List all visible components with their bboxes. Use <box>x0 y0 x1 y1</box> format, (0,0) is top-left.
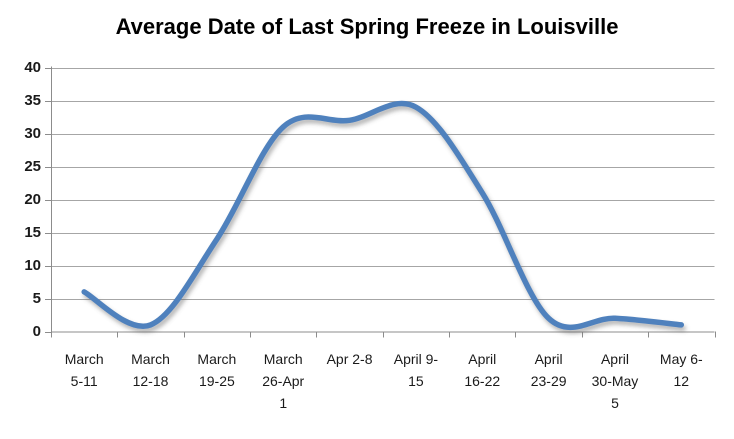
y-axis-label: 40 <box>24 58 41 76</box>
y-axis-label: 10 <box>24 256 41 274</box>
y-axis-label: 15 <box>24 223 41 241</box>
y-axis-label: 30 <box>24 124 41 142</box>
x-axis-label: April 23-29 <box>530 351 567 389</box>
x-axis-label: April 30-May 5 <box>591 351 639 411</box>
data-line-series <box>81 100 685 331</box>
x-axis-label: May 6- 12 <box>659 351 703 389</box>
x-axis-label: March 5-11 <box>64 351 104 389</box>
freeze-frequency-line <box>81 100 685 331</box>
axes <box>45 66 716 338</box>
y-axis-label: 5 <box>32 289 41 307</box>
gridlines <box>51 68 715 300</box>
y-axis-label: 0 <box>32 322 41 340</box>
x-axis-label: March 19-25 <box>197 351 237 389</box>
y-axis-label: 35 <box>24 91 41 109</box>
x-axis-label: April 16-22 <box>464 351 501 389</box>
y-axis-label: 25 <box>24 157 41 175</box>
y-axis-label: 20 <box>24 190 41 208</box>
x-axis-label: March 26-Apr 1 <box>262 351 305 411</box>
chart-title: Average Date of Last Spring Freeze in Lo… <box>115 14 619 39</box>
x-axis-label: March 12-18 <box>131 351 170 389</box>
x-axis-label: April 9- 15 <box>393 351 439 389</box>
x-axis-label: Apr 2-8 <box>326 351 373 367</box>
